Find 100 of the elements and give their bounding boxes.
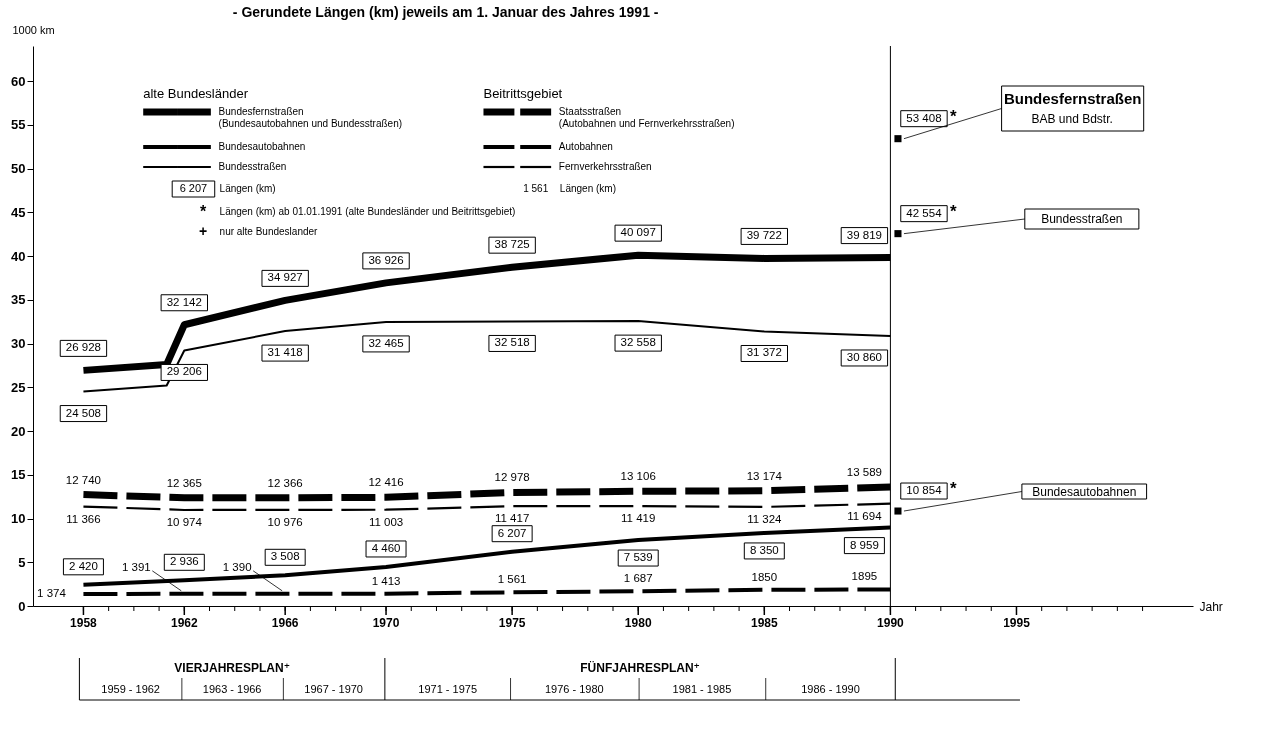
annotation: 11 003 [368, 515, 404, 528]
annotation: 40 097 [620, 226, 656, 239]
legend-label: Bundesfernstraßen (Bundesautobahnen und Bundesstraßen) [218, 106, 403, 129]
text: 1986 - 1990 [801, 683, 860, 695]
x-axis-title: Jahr [1199, 599, 1223, 614]
annotation: 10 976 [267, 515, 303, 528]
y-axis-title: 1000 km [12, 23, 55, 36]
annotation: 1850 [751, 570, 778, 583]
annotation: 6 207 [179, 182, 208, 194]
annotation: 13 106 [620, 470, 656, 483]
y-tick-label: 60 [11, 73, 26, 89]
y-tick-label: 10 [11, 511, 26, 526]
x-tick-label: 1990 [877, 616, 905, 630]
annotation: 53 408 [906, 111, 942, 124]
annotation: * [949, 201, 957, 221]
annotation: 32 465 [368, 336, 404, 349]
annotation: * [949, 106, 957, 126]
text: Bundesautobahnen [1032, 484, 1137, 499]
legend-label: Fernverkehrsstraßen [558, 161, 652, 172]
annotation: 13 174 [746, 469, 783, 482]
x-tick-label: 1966 [271, 616, 299, 630]
legend-label: Autobahnen [558, 141, 613, 152]
annotation: 1 390 [222, 560, 252, 573]
annotation: alte Bundesländer [143, 86, 249, 101]
annotation: 6 207 [497, 526, 527, 539]
annotation: 31 372 [746, 346, 782, 359]
annotation: 1 687 [623, 572, 653, 585]
x-tick-label: 1995 [1003, 616, 1031, 630]
annotation: 39 819 [846, 228, 882, 241]
annotation: 3 508 [270, 550, 300, 563]
annotation: * [949, 479, 957, 499]
text: 1967 - 1970 [304, 683, 363, 695]
annotation: 2 936 [169, 555, 199, 568]
annotation: 11 417 [494, 512, 530, 525]
y-tick-label: 25 [11, 379, 26, 395]
annotation: 36 926 [368, 253, 404, 266]
annotation: 8 959 [850, 538, 879, 551]
annotation: Längen (km) ab 01.01.1991 (alte Bundesländer und Beitrittsgebiet) [219, 206, 516, 217]
annotation: 12 416 [368, 476, 404, 489]
legend-label: Bundesstraßen [218, 161, 287, 172]
annotation: 30 860 [846, 350, 882, 363]
annotation: BAB und Bdstr. [1031, 112, 1113, 126]
annotation: 12 978 [494, 471, 530, 484]
x-tick-label: 1985 [750, 616, 778, 630]
annotation: 32 142 [166, 295, 202, 308]
y-tick-label: 15 [11, 467, 26, 483]
annotation: 12 366 [267, 476, 303, 489]
annotation: 7 539 [623, 551, 653, 564]
y-tick-label: 5 [18, 554, 26, 570]
text: Bundesstraßen [1041, 212, 1123, 226]
annotation: * [200, 203, 208, 220]
annotation: 32 558 [620, 336, 656, 349]
y-tick-label: 40 [11, 248, 26, 264]
x-tick-label: 1970 [372, 616, 400, 630]
legend-label: Bundesautobahnen [218, 141, 306, 152]
annotation: 42 554 [906, 206, 943, 219]
y-tick-label: 45 [11, 204, 26, 220]
annotation: 31 418 [267, 346, 303, 359]
x-tick-label: 1980 [624, 616, 652, 630]
text: 1981 - 1985 [672, 683, 732, 695]
y-tick-label: 50 [11, 161, 26, 176]
y-tick-label: 20 [11, 423, 26, 439]
annotation: 34 927 [267, 271, 303, 284]
annotation: 2 420 [69, 559, 98, 572]
annotation: 29 206 [166, 365, 202, 378]
text: 1959 - 1962 [101, 683, 160, 695]
annotation: 39 722 [746, 229, 782, 242]
annotation: 1895 [851, 570, 878, 583]
text: 1963 - 1966 [202, 683, 262, 695]
legend-label: Staatsstraßen (Autobahnen und Fernverkehrsstraßen) [558, 106, 735, 129]
text: Bundesfernstraßen [1003, 90, 1142, 107]
annotation: 1 374 [37, 586, 67, 599]
annotation: 32 518 [494, 336, 530, 349]
x-tick-label: 1975 [498, 616, 526, 630]
annotation: 1 561 [497, 573, 527, 586]
y-tick-label: 30 [11, 336, 26, 351]
text: FÜNFJAHRESPLAN⁺ [580, 660, 700, 675]
annotation: 38 725 [494, 238, 530, 251]
text: 1976 - 1980 [544, 683, 604, 695]
y-tick-label: 0 [18, 598, 26, 614]
y-tick-label: 55 [11, 117, 26, 133]
text: VIERJAHRESPLAN⁺ [174, 661, 290, 675]
annotation: + [199, 223, 208, 239]
x-tick-label: 1962 [170, 616, 198, 630]
annotation: 1 561 [523, 183, 549, 194]
annotation: Längen (km) [559, 183, 616, 194]
chart-title: - Gerundete Längen (km) jeweils am 1. Januar des Jahres 1991 - [232, 4, 659, 20]
annotation: 11 324 [747, 512, 783, 525]
annotation: 24 508 [65, 406, 102, 419]
annotation: 11 694 [847, 509, 883, 522]
y-tick-label: 35 [11, 292, 26, 308]
annotation: Längen (km) [219, 183, 276, 194]
x-tick-label: 1958 [70, 616, 98, 630]
annotation: 12 365 [166, 476, 202, 489]
annotation: nur alte Bundeslander [219, 226, 319, 237]
annotation: 10 854 [906, 484, 943, 497]
annotation: 4 460 [371, 541, 401, 554]
annotation: 8 350 [749, 543, 779, 556]
annotation: Beitrittsgebiet [483, 86, 563, 101]
annotation: 13 589 [846, 466, 882, 479]
